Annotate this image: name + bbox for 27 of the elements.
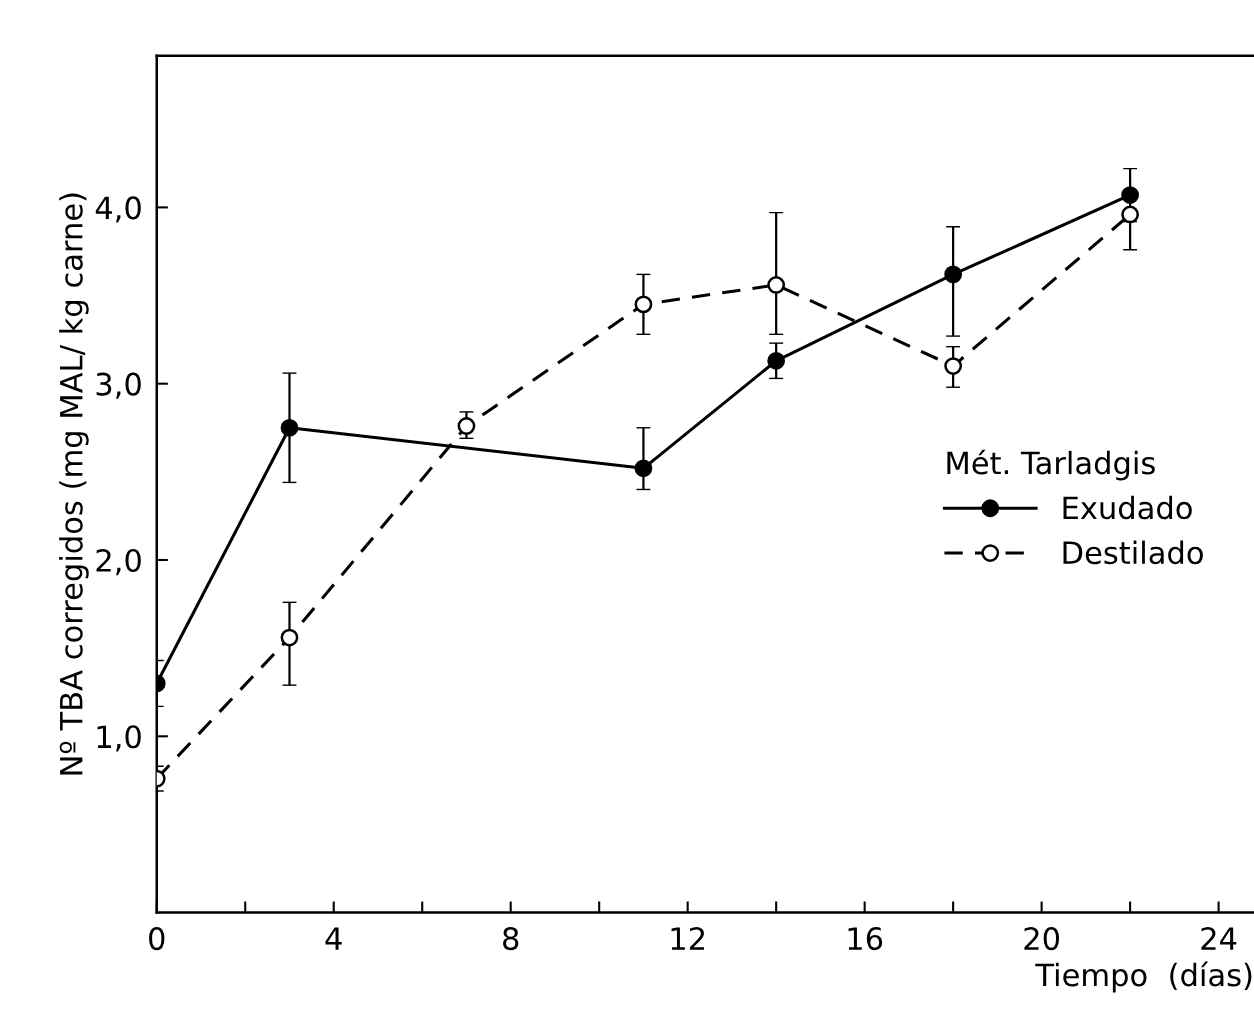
point <box>1121 205 1140 224</box>
point <box>944 357 963 375</box>
x-tick-label: 24 <box>1201 927 1237 950</box>
x-tick-label: 16 <box>848 927 883 951</box>
point <box>767 351 786 370</box>
y-tick-label: 3,0 <box>96 372 141 399</box>
y-tick-label: 4,0 <box>95 196 141 223</box>
point <box>634 295 653 314</box>
point <box>634 459 653 478</box>
x-axis-title: Tiempo (días) <box>1035 961 1252 993</box>
y-axis-title: Nº TBA corregidos (mg MAL/ kg carne) <box>59 193 89 775</box>
x-tick-label: 20 <box>1024 927 1060 951</box>
legend-title: Mét. Tarladgis <box>947 449 1155 481</box>
point <box>280 628 299 647</box>
legend-label: Exudado <box>1063 495 1192 520</box>
point <box>767 276 786 294</box>
x-tick-label: 12 <box>671 927 705 950</box>
y-tick-label: 1,0 <box>97 725 141 752</box>
x-tick-label: 8 <box>503 927 519 951</box>
x-tick-label: 0 <box>149 927 165 951</box>
point <box>280 418 299 437</box>
point <box>1121 186 1140 204</box>
point <box>457 417 476 435</box>
x-tick-label: 4 <box>325 927 342 950</box>
point <box>944 265 963 284</box>
legend-label: Destilado <box>1063 540 1203 565</box>
y-tick-label: 2,0 <box>96 548 141 576</box>
